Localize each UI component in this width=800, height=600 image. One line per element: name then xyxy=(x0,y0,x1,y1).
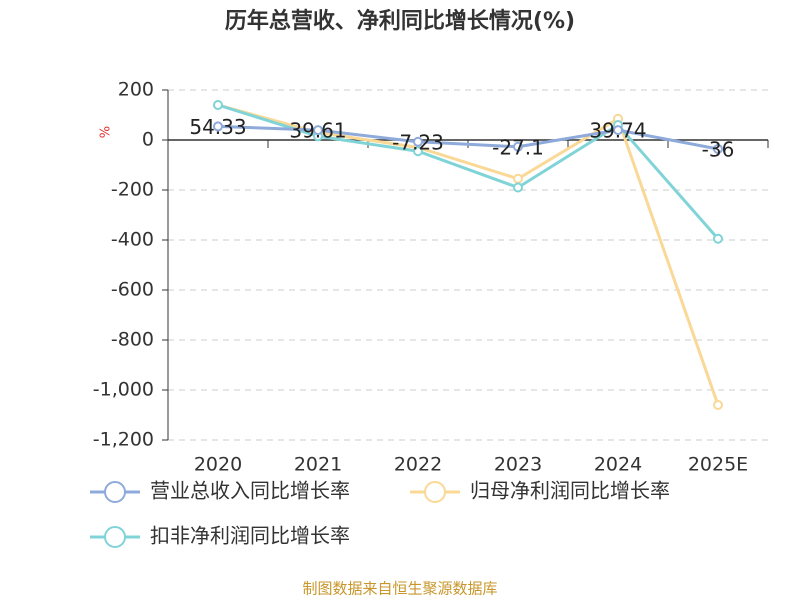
data-label: 39.61 xyxy=(289,119,346,143)
source-note: 制图数据来自恒生聚源数据库 xyxy=(302,580,497,598)
point xyxy=(213,121,223,132)
point xyxy=(413,136,423,147)
y-tick-label: -600 xyxy=(111,279,154,301)
point xyxy=(513,173,523,184)
legend-label: 归母净利润同比增长率 xyxy=(470,479,670,503)
point xyxy=(513,182,523,193)
legend-label: 扣非净利润同比增长率 xyxy=(150,524,350,548)
data-label: 54.33 xyxy=(189,115,246,139)
data-label: -36 xyxy=(702,138,735,162)
series-line xyxy=(217,124,719,151)
legend-marker xyxy=(424,481,446,503)
y-tick-label: 200 xyxy=(118,79,154,101)
point xyxy=(213,100,223,110)
y-axis-label: % xyxy=(99,126,114,138)
y-tick-label: -400 xyxy=(111,229,154,251)
legend-marker xyxy=(104,481,126,503)
series-line xyxy=(217,103,720,406)
x-tick-label: 2021 xyxy=(294,454,342,476)
x-tick-label: 2022 xyxy=(394,454,442,476)
x-tick-label: 2024 xyxy=(594,454,642,476)
series-line xyxy=(217,103,720,240)
legend-label: 营业总收入同比增长率 xyxy=(150,479,350,503)
point xyxy=(313,125,323,136)
y-tick-label: -1,000 xyxy=(93,379,154,401)
point xyxy=(713,400,723,410)
data-label: -27.1 xyxy=(492,135,544,159)
y-tick-label: -800 xyxy=(111,329,154,351)
data-label: -7.23 xyxy=(392,130,444,154)
legend-marker xyxy=(104,526,126,548)
x-tick-label: 2025E xyxy=(688,454,748,476)
point xyxy=(713,233,723,244)
data-label: 39.74 xyxy=(589,119,646,143)
point xyxy=(513,141,523,152)
point xyxy=(413,146,423,157)
x-tick-label: 2023 xyxy=(494,454,542,476)
chart-title: 历年总营收、净利同比增长情况(%) xyxy=(225,8,575,34)
y-tick-label: 0 xyxy=(142,129,154,151)
x-tick-label: 2020 xyxy=(194,454,242,476)
point xyxy=(613,125,623,136)
y-tick-label: -200 xyxy=(111,179,154,201)
point xyxy=(713,144,723,154)
y-tick-label: -1,200 xyxy=(93,429,154,451)
